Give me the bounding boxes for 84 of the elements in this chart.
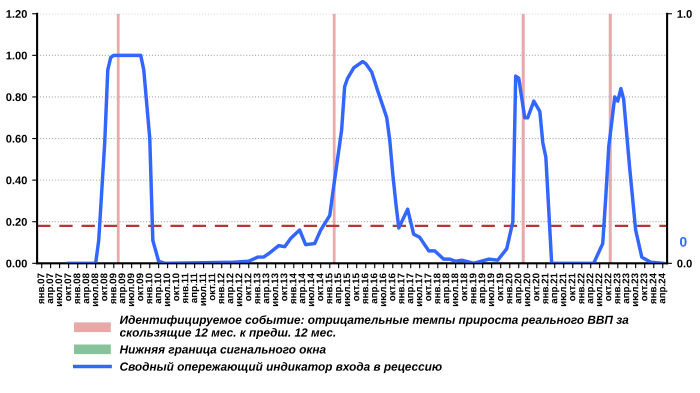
x-tick-label: апр.16 (370, 273, 380, 304)
x-tick-label: янв.20 (506, 273, 512, 304)
x-tick-label: июл.19 (487, 273, 494, 306)
x-tick-label: окт.13 (280, 273, 288, 301)
x-tick-label: окт.12 (244, 273, 252, 301)
x-tick-label: апр.18 (442, 273, 452, 304)
x-tick-label: янв.09 (110, 273, 116, 304)
legend-label: Идентифицируемое событие: отрицательные темпы прироста реального ВВП за скользящие 12 мес. к предш. 12 мес. (120, 315, 628, 340)
x-tick-label: июл.07 (55, 273, 62, 306)
x-tick-label: янв.13 (254, 273, 260, 304)
x-tick-label: янв.16 (361, 273, 368, 304)
x-tick-label: июл.22 (595, 273, 602, 306)
y-tick-label: 0.80 (6, 93, 27, 102)
x-tick-label: янв.19 (470, 273, 476, 304)
x-tick-label: окт.16 (388, 273, 396, 301)
x-tick-label: апр.13 (262, 273, 272, 304)
text: Нижняя граница сигнального окна (120, 345, 326, 356)
x-tick-label: июл.13 (271, 273, 278, 306)
x-tick-label: апр.11 (190, 273, 200, 303)
annotation: 0 (680, 236, 687, 247)
x-tick-label: окт.11 (208, 273, 216, 300)
x-tick-label: окт.07 (64, 273, 72, 301)
x-tick-label: июл.15 (343, 273, 350, 306)
x-tick-label: окт.10 (172, 273, 180, 301)
x-tick-label: июл.09 (127, 273, 134, 306)
x-tick-label: окт.14 (316, 273, 324, 301)
x-tick-label: апр.15 (334, 273, 344, 304)
x-tick-label: апр.10 (154, 273, 164, 304)
x-tick-label: июл.11 (199, 273, 206, 306)
x-tick-label: окт.08 (100, 273, 108, 301)
x-tick-label: янв.24 (650, 273, 656, 304)
x-tick-label: окт.20 (532, 273, 540, 301)
x-tick-label: апр.17 (406, 273, 416, 304)
x-tick-label: апр.09 (118, 273, 128, 304)
x-tick-label: апр.20 (514, 273, 524, 304)
x-tick-label: янв.15 (326, 273, 332, 304)
x-tick-label: июл.12 (235, 273, 242, 306)
y2-tick-label: 1.0 (678, 10, 692, 18)
x-tick-label: янв.14 (290, 273, 296, 304)
x-tick-label: июл.14 (307, 273, 314, 306)
x-tick-label: апр.21 (550, 273, 560, 304)
y-tick-label: 0.20 (6, 218, 27, 226)
x-tick-label: апр.22 (586, 273, 596, 304)
x-tick-label: апр.23 (622, 273, 632, 304)
x-tick-label: апр.24 (658, 273, 668, 304)
x-tick-label: янв.07 (37, 273, 44, 304)
x-tick-label: окт.18 (460, 273, 468, 301)
x-tick-label: апр.08 (82, 273, 92, 304)
x-tick-label: окт.22 (604, 273, 612, 301)
y-tick-label: 0.40 (6, 176, 27, 184)
x-tick-label: июл.17 (416, 273, 422, 306)
x-tick-label: апр.14 (298, 273, 308, 304)
x-tick-label: янв.21 (542, 273, 548, 304)
x-tick-label: окт.19 (496, 273, 504, 301)
x-tick-label: окт.23 (640, 273, 648, 301)
x-tick-label: июл.21 (559, 273, 566, 306)
x-tick-label: янв.08 (73, 273, 80, 304)
x-tick-label: июл.18 (451, 273, 458, 306)
x-tick-label: янв.18 (434, 273, 440, 304)
x-tick-label: янв.22 (578, 273, 584, 304)
x-tick-label: окт.09 (136, 273, 144, 301)
x-tick-label: июл.10 (163, 273, 170, 306)
x-tick-label: июл.16 (379, 273, 386, 306)
x-tick-label: янв.17 (398, 273, 404, 304)
line-series (66, 54, 664, 264)
y2-tick-label: 0.0 (677, 260, 692, 268)
x-tick-label: апр.19 (478, 273, 488, 304)
x-tick-label: окт.15 (352, 273, 360, 301)
y-tick-label: 0.00 (6, 260, 27, 268)
x-tick-label: июл.08 (91, 273, 98, 306)
y-tick-label: 0.60 (6, 134, 27, 143)
x-tick-label: янв.11 (182, 273, 188, 304)
y-tick-label: 1.00 (6, 52, 27, 60)
legend-label: Сводный опережающий индикатор входа в рецессию (120, 362, 442, 374)
x-tick-label: окт.17 (424, 273, 432, 301)
x-tick-label: апр.07 (46, 273, 56, 304)
x-tick-label: июл.23 (631, 273, 638, 306)
x-tick-label: янв.10 (146, 273, 152, 304)
x-tick-label: янв.12 (217, 273, 224, 304)
x-tick-label: апр.12 (226, 273, 236, 304)
x-tick-label: янв.23 (614, 273, 620, 304)
x-tick-label: июл.20 (523, 273, 530, 306)
x-tick-label: окт.21 (568, 273, 576, 301)
y-tick-label: 1.20 (6, 10, 27, 18)
